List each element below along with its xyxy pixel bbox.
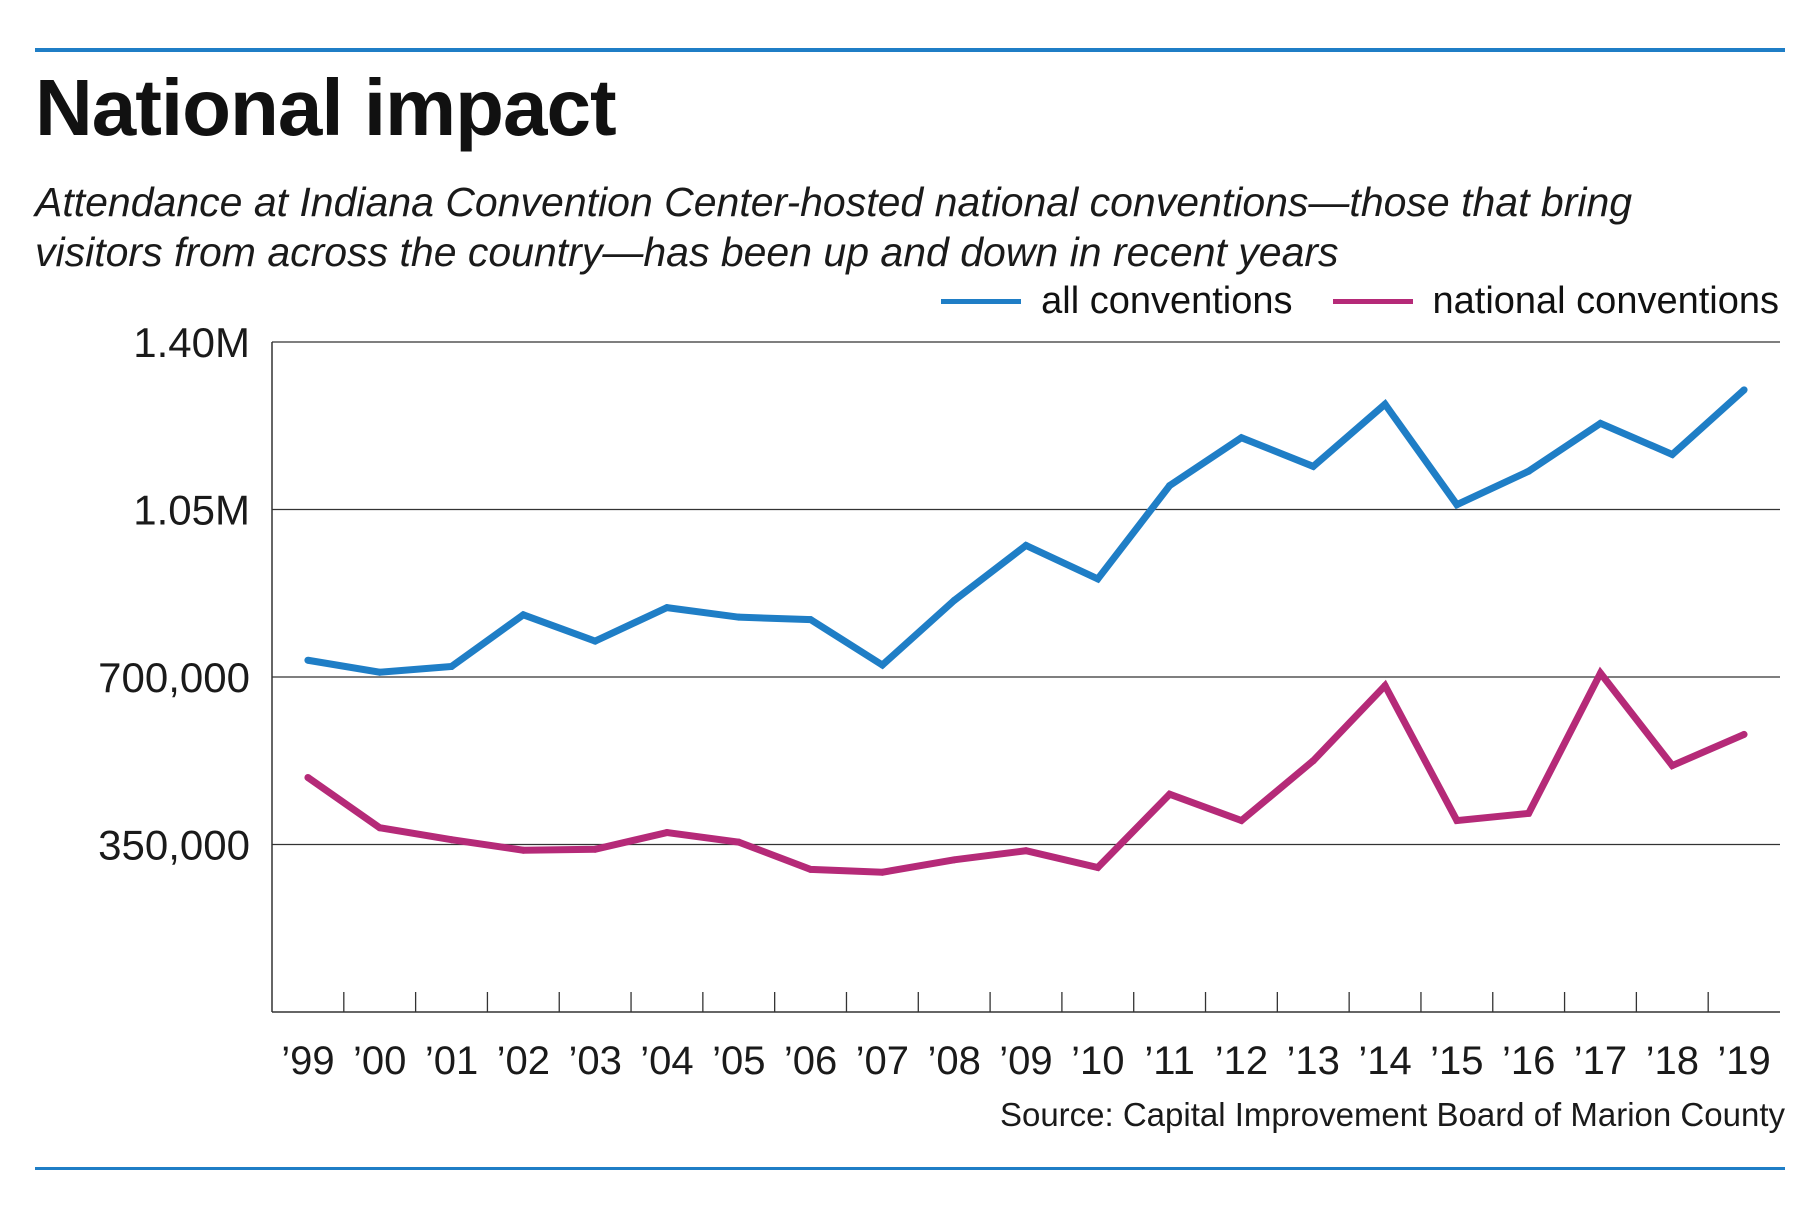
- data-point-all-conventions: [1094, 575, 1102, 583]
- data-point-all-conventions: [519, 611, 527, 619]
- data-point-all-conventions: [1237, 434, 1245, 442]
- x-tick-label: ’02: [497, 1039, 550, 1083]
- data-point-all-conventions: [878, 661, 886, 669]
- legend-swatch-all-conventions: [941, 299, 1022, 304]
- data-point-national-conventions: [1022, 847, 1030, 855]
- data-point-all-conventions: [663, 604, 671, 612]
- x-tick-label: ’16: [1502, 1039, 1555, 1083]
- data-point-national-conventions: [376, 824, 384, 832]
- data-point-all-conventions: [1022, 541, 1030, 549]
- data-point-national-conventions: [1740, 730, 1748, 738]
- data-point-all-conventions: [1309, 462, 1317, 470]
- data-point-all-conventions: [376, 668, 384, 676]
- chart-title: National impact: [35, 63, 617, 152]
- data-point-all-conventions: [448, 662, 456, 670]
- x-tick-label: ’19: [1717, 1039, 1770, 1083]
- x-tick-label: ’03: [568, 1039, 621, 1083]
- data-point-national-conventions: [735, 838, 743, 846]
- data-point-national-conventions: [1453, 817, 1461, 825]
- data-point-national-conventions: [663, 829, 671, 837]
- legend-label-national-conventions: national conventions: [1432, 280, 1779, 322]
- data-point-national-conventions: [1166, 790, 1174, 798]
- data-point-national-conventions: [878, 868, 886, 876]
- bottom-rule: [35, 1167, 1785, 1170]
- data-point-all-conventions: [1453, 501, 1461, 509]
- data-point-national-conventions: [519, 846, 527, 854]
- y-tick-label: 700,000: [98, 654, 250, 701]
- data-point-national-conventions: [950, 856, 958, 864]
- y-tick-label: 1.05M: [133, 487, 250, 534]
- data-point-all-conventions: [1525, 467, 1533, 475]
- legend: all conventions national conventions: [901, 280, 1779, 323]
- data-point-all-conventions: [591, 637, 599, 645]
- y-tick-label: 350,000: [98, 822, 250, 869]
- x-tick-label: ’05: [712, 1039, 765, 1083]
- data-point-national-conventions: [448, 836, 456, 844]
- data-point-all-conventions: [1381, 400, 1389, 408]
- data-point-all-conventions: [1166, 482, 1174, 490]
- top-rule: [35, 48, 1785, 52]
- data-point-all-conventions: [735, 613, 743, 621]
- data-point-all-conventions: [304, 656, 312, 664]
- data-point-all-conventions: [807, 616, 815, 624]
- chart-subtitle: Attendance at Indiana Convention Center-…: [35, 179, 1633, 275]
- legend-item-all-conventions: all conventions: [941, 280, 1293, 323]
- x-tick-label: ’12: [1215, 1039, 1268, 1083]
- legend-label-all-conventions: all conventions: [1041, 280, 1293, 322]
- x-tick-label: ’11: [1144, 1039, 1194, 1083]
- x-tick-label: ’04: [640, 1039, 693, 1083]
- x-tick-label: ’00: [353, 1039, 406, 1083]
- data-point-national-conventions: [807, 865, 815, 873]
- data-point-all-conventions: [1668, 450, 1676, 458]
- data-point-national-conventions: [1309, 757, 1317, 765]
- x-tick-label: ’08: [927, 1039, 980, 1083]
- series-line-all-conventions: [307, 387, 1747, 676]
- source-note: Source: Capital Improvement Board of Mar…: [999, 1096, 1785, 1133]
- data-point-national-conventions: [1381, 682, 1389, 690]
- data-point-national-conventions: [304, 774, 312, 781]
- data-point-all-conventions: [1596, 419, 1604, 427]
- x-tick-label: ’15: [1430, 1039, 1483, 1083]
- x-tick-label: ’17: [1574, 1039, 1627, 1083]
- data-point-national-conventions: [1094, 863, 1102, 871]
- legend-item-national-conventions: national conventions: [1332, 280, 1779, 323]
- data-point-national-conventions: [1525, 809, 1533, 817]
- data-point-national-conventions: [591, 845, 599, 853]
- x-tick-label: ’18: [1646, 1039, 1699, 1083]
- x-tick-label: ’13: [1287, 1039, 1340, 1083]
- x-tick-label: ’06: [784, 1039, 837, 1083]
- x-tick-label: ’09: [999, 1039, 1052, 1083]
- data-point-national-conventions: [1237, 817, 1245, 825]
- data-point-national-conventions: [1668, 762, 1676, 770]
- x-tick-label: ’07: [856, 1039, 909, 1083]
- legend-swatch-national-conventions: [1332, 299, 1413, 304]
- data-point-all-conventions: [1740, 386, 1748, 394]
- x-tick-label: ’99: [281, 1039, 334, 1083]
- y-tick-label: 1.40M: [133, 319, 250, 366]
- x-tick-label: ’10: [1071, 1039, 1124, 1083]
- data-point-national-conventions: [1596, 669, 1604, 677]
- data-point-all-conventions: [950, 596, 958, 604]
- x-tick-label: ’14: [1358, 1039, 1411, 1083]
- series-line-national-conventions: [305, 666, 1746, 876]
- x-tick-label: ’01: [425, 1039, 478, 1083]
